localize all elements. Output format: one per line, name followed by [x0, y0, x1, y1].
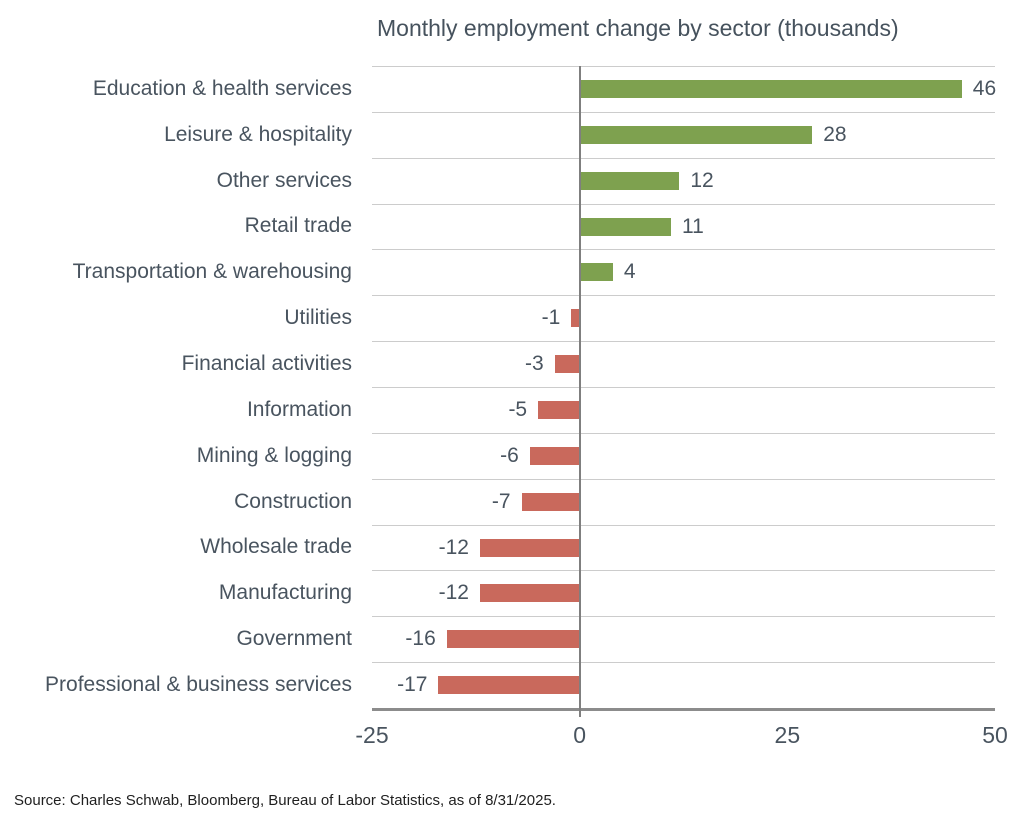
category-label-information: Information — [246, 397, 352, 421]
bar-information — [538, 400, 580, 419]
x-tick-label-0: 0 — [573, 722, 587, 748]
bar-value-label: -5 — [508, 397, 528, 421]
bar-construction — [521, 492, 580, 511]
bar-value-label: 4 — [623, 260, 636, 284]
x-tick-label-50: 50 — [982, 722, 1008, 748]
bar-professional-business-services — [438, 676, 580, 695]
bar-leisure-hospitality — [579, 125, 813, 144]
zero-axis-line — [578, 66, 581, 717]
category-label-financial-activities: Financial activities — [181, 352, 352, 376]
bar-education-health-services — [579, 79, 962, 98]
category-label-construction: Construction — [234, 489, 352, 513]
bar-mining-logging — [529, 446, 580, 465]
gridline — [372, 432, 995, 479]
x-tick-label-25: 25 — [774, 722, 801, 748]
gridline — [372, 341, 995, 387]
gridline — [372, 387, 995, 433]
bar-retail-trade — [579, 217, 672, 236]
gridline — [372, 478, 995, 525]
bar-value-label: -1 — [541, 306, 561, 330]
gridline — [372, 157, 995, 204]
gridline — [372, 249, 995, 295]
category-label-retail-trade: Retail trade — [244, 214, 352, 238]
bar-value-label: -7 — [491, 489, 511, 513]
bar-value-label: -12 — [438, 581, 469, 605]
bar-wholesale-trade — [479, 538, 580, 557]
gridline — [372, 295, 995, 341]
category-label-government: Government — [236, 627, 352, 651]
category-label-manufacturing: Manufacturing — [218, 581, 352, 605]
bar-government — [446, 630, 580, 649]
gridline — [372, 66, 995, 112]
category-label-other-services: Other services — [216, 168, 352, 192]
category-label-transportation-warehousing: Transportation & warehousing — [72, 260, 352, 284]
source-note: Source: Charles Schwab, Bloomberg, Burea… — [14, 792, 556, 809]
bar-value-label: -6 — [500, 443, 519, 467]
gridline — [372, 203, 995, 250]
gridline — [372, 662, 995, 708]
bar-value-label: -16 — [405, 627, 436, 651]
plot-area: 46 28 12 11 4 -1 -3 -5 -6 -7 -12 -12 -16 -17 — [372, 66, 997, 717]
gridline — [372, 524, 995, 571]
x-tick-label--25: -25 — [355, 722, 389, 748]
chart-title: Monthly employment change by sector (tho… — [377, 15, 899, 41]
category-label-mining-logging: Mining & logging — [196, 443, 352, 467]
bar-value-label: -12 — [438, 535, 469, 559]
category-label-professional-business-services: Professional & business services — [45, 673, 352, 697]
bar-transportation-warehousing — [579, 263, 613, 282]
bar-value-label: 28 — [823, 122, 847, 146]
bar-financial-activities — [554, 355, 580, 374]
bar-value-label: 46 — [972, 76, 997, 100]
bar-value-label: 12 — [690, 168, 714, 192]
bar-utilities — [571, 309, 580, 328]
category-label-wholesale-trade: Wholesale trade — [200, 535, 352, 559]
category-label-education-health-services: Education & health services — [92, 76, 352, 100]
category-label-leisure-hospitality: Leisure & hospitality — [164, 122, 352, 146]
bar-value-label: 11 — [682, 214, 704, 238]
gridline — [372, 111, 995, 158]
bar-manufacturing — [479, 584, 580, 603]
gridline — [372, 570, 995, 616]
bar-other-services — [579, 171, 680, 190]
bar-value-label: -3 — [525, 352, 544, 376]
bar-value-label: -17 — [397, 673, 428, 697]
category-label-utilities: Utilities — [284, 306, 352, 330]
gridline — [372, 616, 995, 662]
